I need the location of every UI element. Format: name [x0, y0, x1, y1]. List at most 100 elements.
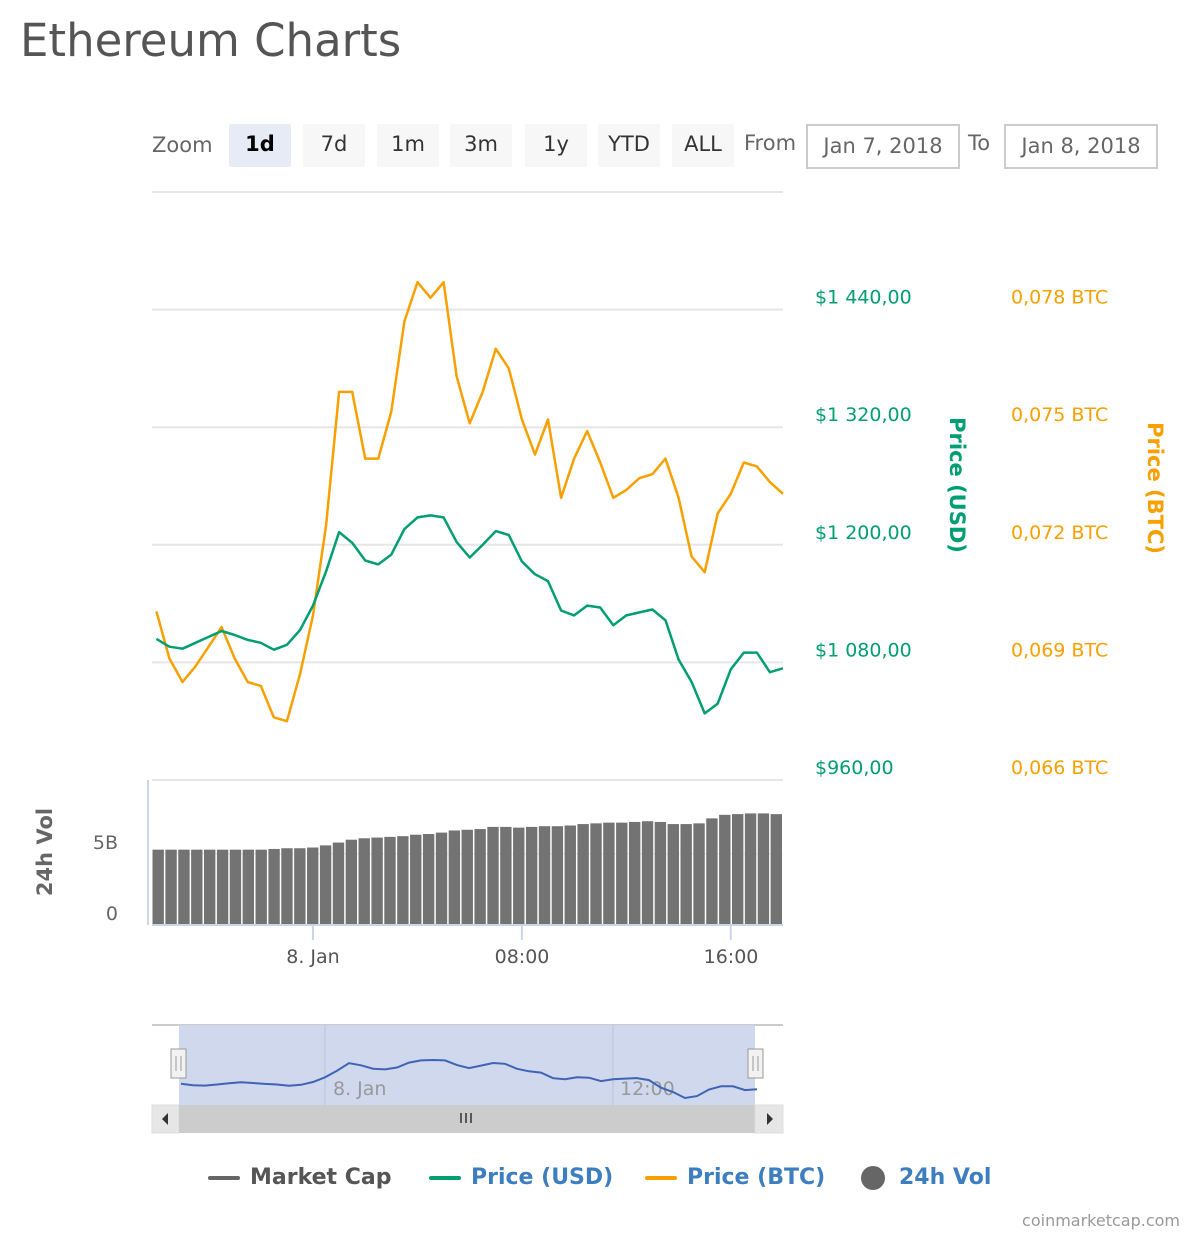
- volume-bar: [422, 834, 435, 925]
- line-marker-icon: [429, 1176, 461, 1180]
- usd-tick-label: $1 080,00: [815, 639, 912, 661]
- volume-bar: [654, 821, 667, 925]
- volume-bar: [307, 847, 319, 925]
- volume-bar: [165, 849, 177, 925]
- btc-axis-title: Price (BTC): [1143, 422, 1167, 554]
- volume-axis-title: 24h Vol: [33, 808, 57, 896]
- scrollbar-thumb[interactable]: [179, 1105, 755, 1133]
- volume-bars: [152, 813, 782, 925]
- volume-bar: [281, 848, 293, 925]
- line-marker-icon: [645, 1176, 677, 1180]
- handle-left-box[interactable]: [170, 1048, 187, 1079]
- volume-bar: [461, 829, 473, 925]
- volume-bar: [500, 826, 512, 925]
- legend-label: Market Cap: [250, 1165, 392, 1190]
- line-marker-icon: [208, 1176, 240, 1180]
- legend-item-market-cap[interactable]: Market Cap: [208, 1165, 391, 1190]
- from-date-input[interactable]: Jan 7, 2018: [806, 124, 960, 169]
- volume-bar: [345, 839, 358, 925]
- price-lines: [155, 280, 784, 723]
- volume-bar: [384, 836, 396, 925]
- navigator-series-line: [180, 1058, 758, 1100]
- volume-bar: [641, 821, 654, 925]
- volume-bar: [603, 822, 615, 925]
- handle-right-box[interactable]: [747, 1048, 764, 1079]
- volume-bar: [680, 824, 692, 925]
- volume-bar: [448, 830, 461, 925]
- volume-bar: [332, 842, 345, 925]
- volume-bar: [757, 813, 770, 925]
- volume-bar: [693, 823, 705, 925]
- volume-bar: [191, 849, 203, 925]
- volume-bar: [358, 838, 370, 925]
- arrow-left-icon: [162, 1113, 168, 1125]
- volume-bar: [229, 849, 242, 925]
- x-axis-ticks: [312, 925, 732, 940]
- volume-bar: [487, 826, 499, 925]
- zoom-all-button[interactable]: ALL: [672, 124, 734, 167]
- legend-label: 24h Vol: [899, 1165, 992, 1190]
- volume-bar: [706, 818, 718, 925]
- btc-tick-label: 0,066 BTC: [1011, 757, 1108, 779]
- volume-bar: [410, 834, 422, 925]
- legend-label: Price (USD): [471, 1165, 614, 1190]
- volume-bar: [744, 813, 757, 925]
- btc-price-line: [155, 280, 784, 723]
- volume-bar: [590, 823, 602, 925]
- volume-bar: [319, 845, 332, 925]
- usd-axis-title: Price (USD): [945, 417, 969, 553]
- volume-bar: [268, 848, 280, 925]
- volume-bar: [538, 826, 551, 925]
- navigator-left-handle[interactable]: [170, 1048, 187, 1079]
- from-label: From: [744, 131, 797, 155]
- navigator-tick-label: 8. Jan: [333, 1078, 386, 1100]
- btc-tick-label: 0,075 BTC: [1011, 404, 1108, 426]
- scrollbar[interactable]: [151, 1104, 784, 1134]
- volume-bar: [294, 848, 306, 925]
- volume-bar: [525, 826, 538, 925]
- navigator[interactable]: 8. Jan 12:00: [152, 1024, 783, 1105]
- volume-bar: [371, 837, 383, 925]
- x-tick-label: 08:00: [495, 946, 550, 968]
- zoom-1m-button[interactable]: 1m: [377, 124, 439, 167]
- volume-bar: [731, 814, 744, 925]
- zoom-ytd-button[interactable]: YTD: [598, 124, 660, 167]
- credit-link[interactable]: coinmarketcap.com: [1022, 1211, 1180, 1230]
- navigator-right-handle[interactable]: [747, 1048, 764, 1079]
- legend-item-24h-vol[interactable]: 24h Vol: [861, 1165, 991, 1190]
- btc-tick-label: 0,069 BTC: [1011, 639, 1108, 661]
- volume-tick-label: 5B: [93, 832, 118, 854]
- legend-item-price-btc[interactable]: Price (BTC): [645, 1165, 825, 1190]
- zoom-label: Zoom: [152, 133, 213, 157]
- x-tick-label: 16:00: [704, 946, 759, 968]
- usd-tick-label: $1 440,00: [815, 287, 912, 309]
- volume-bar: [770, 814, 782, 925]
- navigator-selected-range[interactable]: [179, 1025, 755, 1105]
- to-date-input[interactable]: Jan 8, 2018: [1004, 124, 1158, 169]
- volume-bar: [435, 832, 448, 925]
- zoom-7d-button[interactable]: 7d: [303, 124, 365, 167]
- volume-bar: [474, 829, 486, 925]
- circle-marker-icon: [861, 1166, 885, 1190]
- volume-bar: [577, 824, 589, 925]
- volume-bar: [551, 826, 564, 925]
- legend-item-price-usd[interactable]: Price (USD): [429, 1165, 613, 1190]
- arrow-right-icon: [767, 1113, 773, 1125]
- to-label: To: [968, 131, 991, 155]
- volume-bar: [204, 849, 216, 925]
- zoom-3m-button[interactable]: 3m: [450, 124, 512, 167]
- zoom-1y-button[interactable]: 1y: [525, 124, 587, 167]
- usd-tick-label: $960,00: [815, 757, 894, 779]
- volume-bar: [719, 814, 731, 925]
- scrollbar-grip-icon: [460, 1113, 472, 1123]
- zoom-1d-button[interactable]: 1d: [229, 124, 291, 167]
- volume-bar: [397, 836, 409, 925]
- usd-tick-label: $1 320,00: [815, 404, 912, 426]
- navigator-tick-label: 12:00: [620, 1078, 675, 1100]
- volume-bar: [564, 825, 576, 925]
- volume-bar: [616, 822, 628, 925]
- gridlines: [152, 191, 783, 855]
- usd-price-line: [155, 514, 784, 715]
- usd-tick-label: $1 200,00: [815, 522, 912, 544]
